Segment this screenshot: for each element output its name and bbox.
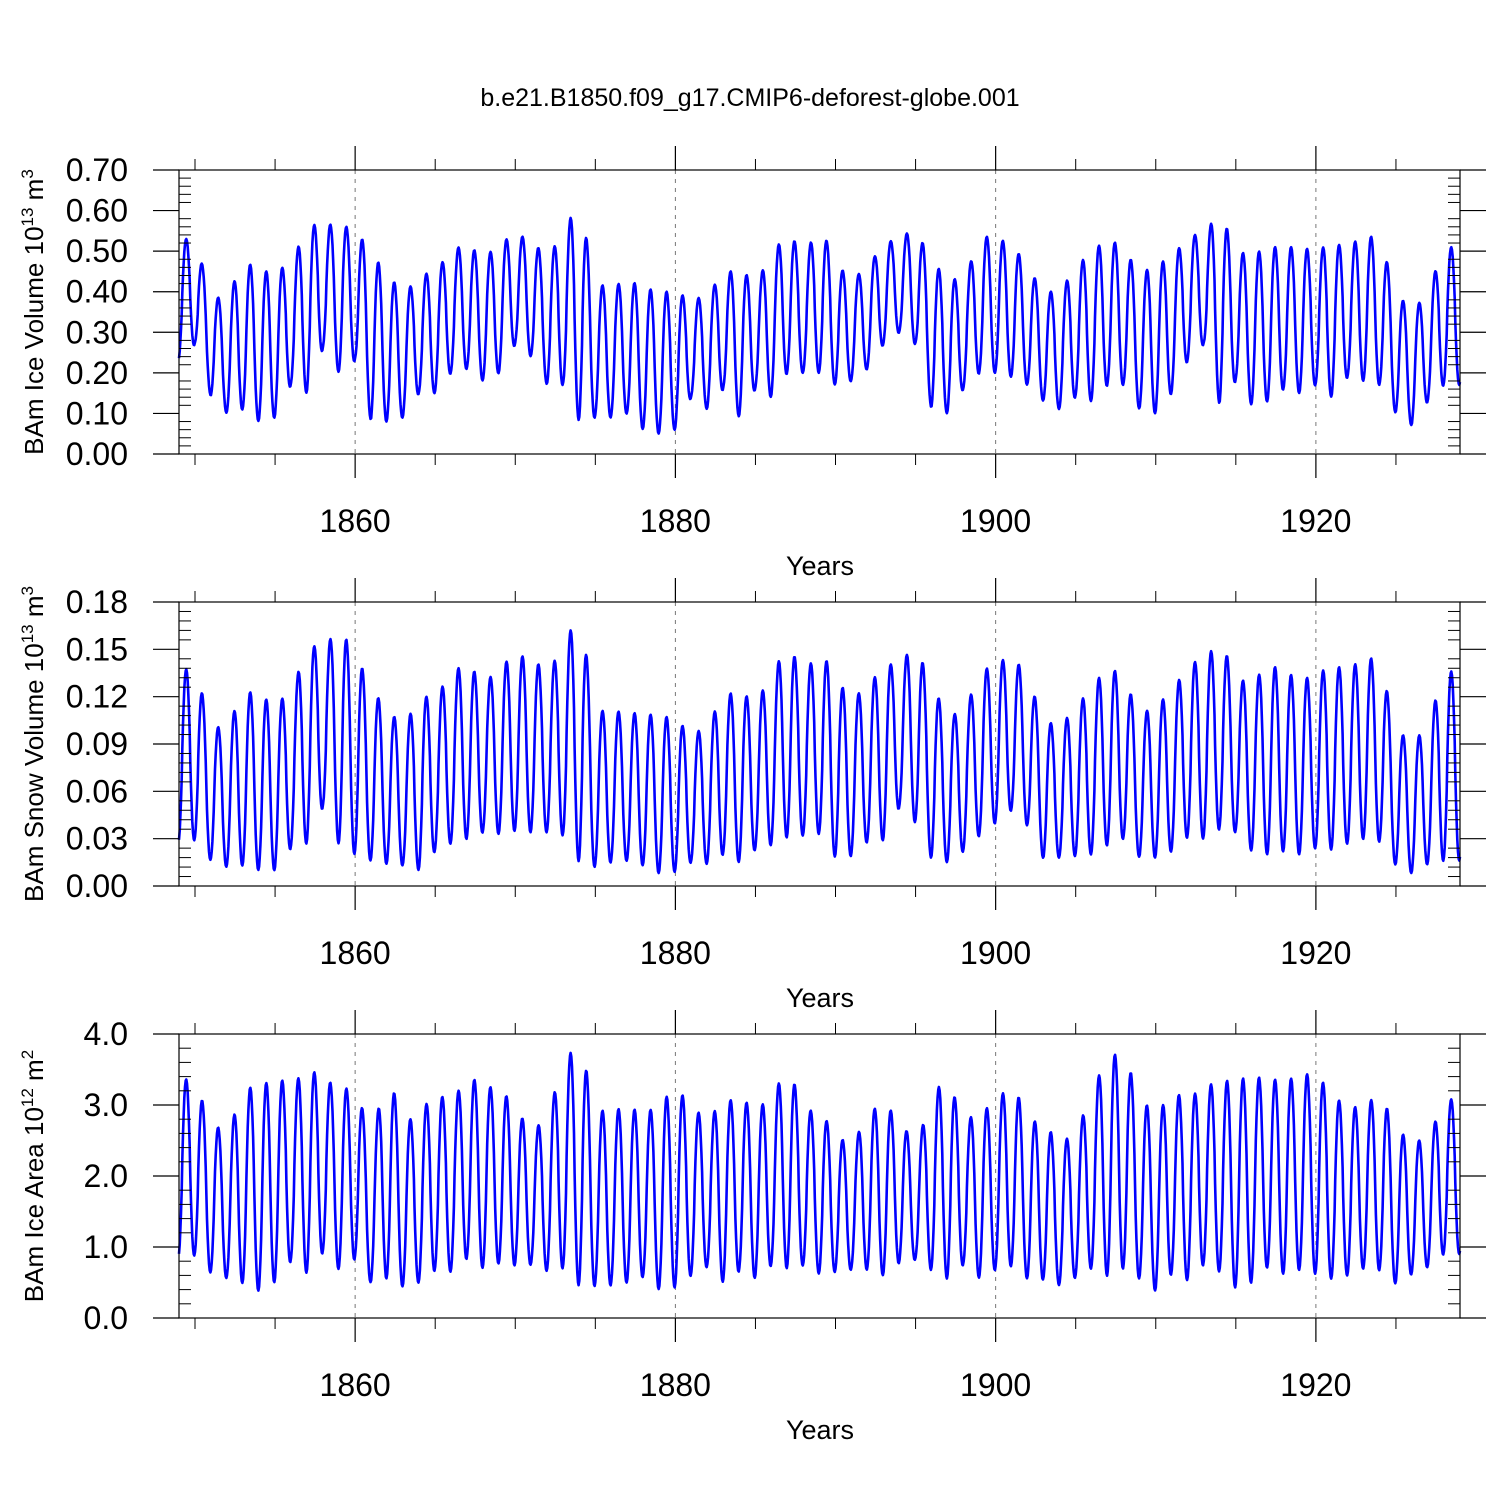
y-tick-label: 0.03 — [66, 821, 128, 857]
y-tick-label: 0.10 — [66, 395, 128, 431]
y-tick-label: 0.09 — [66, 726, 128, 762]
y-tick-label: 1.0 — [84, 1229, 128, 1265]
y-axis-label-superscript: 3 — [18, 586, 37, 595]
panel-1: 1860 1880 1900 1920 0.00 0.10 0.20 0.30 0.40 0.50… — [18, 146, 1486, 581]
y-axis-label-text: BAm Ice Volume 10 — [19, 226, 49, 454]
y-tick-label: 0.30 — [66, 314, 128, 350]
x-tick-label: 1920 — [1280, 935, 1351, 971]
y-axis-label-superscript: 13 — [18, 624, 37, 643]
y-tick-label: 4.0 — [84, 1016, 128, 1052]
y-tick-label: 0.00 — [66, 436, 128, 472]
series-line — [177, 1051, 1462, 1292]
y-axis-label: BAm Snow Volume 1013 m3 — [18, 586, 49, 902]
y-axis-label-text: m — [19, 1059, 49, 1088]
y-axis-label-superscript: 13 — [18, 208, 37, 227]
y-axis-label-text: BAm Snow Volume 10 — [19, 643, 49, 902]
y-tick-label: 0.20 — [66, 355, 128, 391]
x-tick-label: 1900 — [960, 1367, 1031, 1403]
x-axis-label: Years — [786, 983, 854, 1013]
y-axis-label-text: BAm Ice Area 10 — [19, 1107, 49, 1302]
y-tick-label: 3.0 — [84, 1087, 128, 1123]
panel-2: 1860 1880 1900 1920 0.00 0.03 0.06 0.09 0.12 0.15… — [18, 578, 1486, 1013]
x-tick-label: 1880 — [640, 1367, 711, 1403]
x-axis-label: Years — [786, 1415, 854, 1445]
x-tick-label: 1880 — [640, 935, 711, 971]
y-axis-label-text: m — [19, 179, 49, 208]
x-tick-label: 1920 — [1280, 503, 1351, 539]
x-tick-label: 1860 — [320, 1367, 391, 1403]
y-tick-label: 0.50 — [66, 233, 128, 269]
x-axis-label: Years — [786, 551, 854, 581]
y-tick-label: 0.12 — [66, 679, 128, 715]
y-tick-label: 0.0 — [84, 1300, 128, 1336]
y-axis-label-text: m — [19, 595, 49, 624]
y-axis-label-superscript: 3 — [18, 169, 37, 178]
y-tick-label: 0.70 — [66, 152, 128, 188]
y-axis-label-superscript: 2 — [18, 1050, 37, 1059]
x-tick-label: 1900 — [960, 935, 1031, 971]
x-tick-label: 1860 — [320, 935, 391, 971]
y-tick-label: 0.15 — [66, 631, 128, 667]
x-tick-label: 1900 — [960, 503, 1031, 539]
y-tick-label: 2.0 — [84, 1158, 128, 1194]
y-tick-label: 0.60 — [66, 193, 128, 229]
x-tick-label: 1880 — [640, 503, 711, 539]
y-tick-label: 0.06 — [66, 773, 128, 809]
y-tick-label: 0.40 — [66, 274, 128, 310]
y-tick-label: 0.00 — [66, 868, 128, 904]
panels: 1860 1880 1900 1920 0.00 0.10 0.20 0.30 0.40 0.50… — [18, 146, 1486, 1445]
y-axis-label: BAm Ice Volume 1013 m3 — [18, 169, 49, 455]
series-line — [177, 216, 1462, 435]
x-tick-label: 1920 — [1280, 1367, 1351, 1403]
panel-3: 1860 1880 1900 1920 0.0 1.0 2.0 3.0 4.0 Years BAm … — [18, 1010, 1486, 1445]
y-tick-label: 0.18 — [66, 584, 128, 620]
y-axis-label: BAm Ice Area 1012 m2 — [18, 1050, 49, 1302]
plot-frame — [178, 169, 1461, 455]
y-axis-label-superscript: 12 — [18, 1088, 37, 1107]
chart-title: b.e21.B1850.f09_g17.CMIP6-deforest-globe… — [480, 84, 1019, 112]
series-line — [177, 629, 1462, 875]
x-tick-label: 1860 — [320, 503, 391, 539]
